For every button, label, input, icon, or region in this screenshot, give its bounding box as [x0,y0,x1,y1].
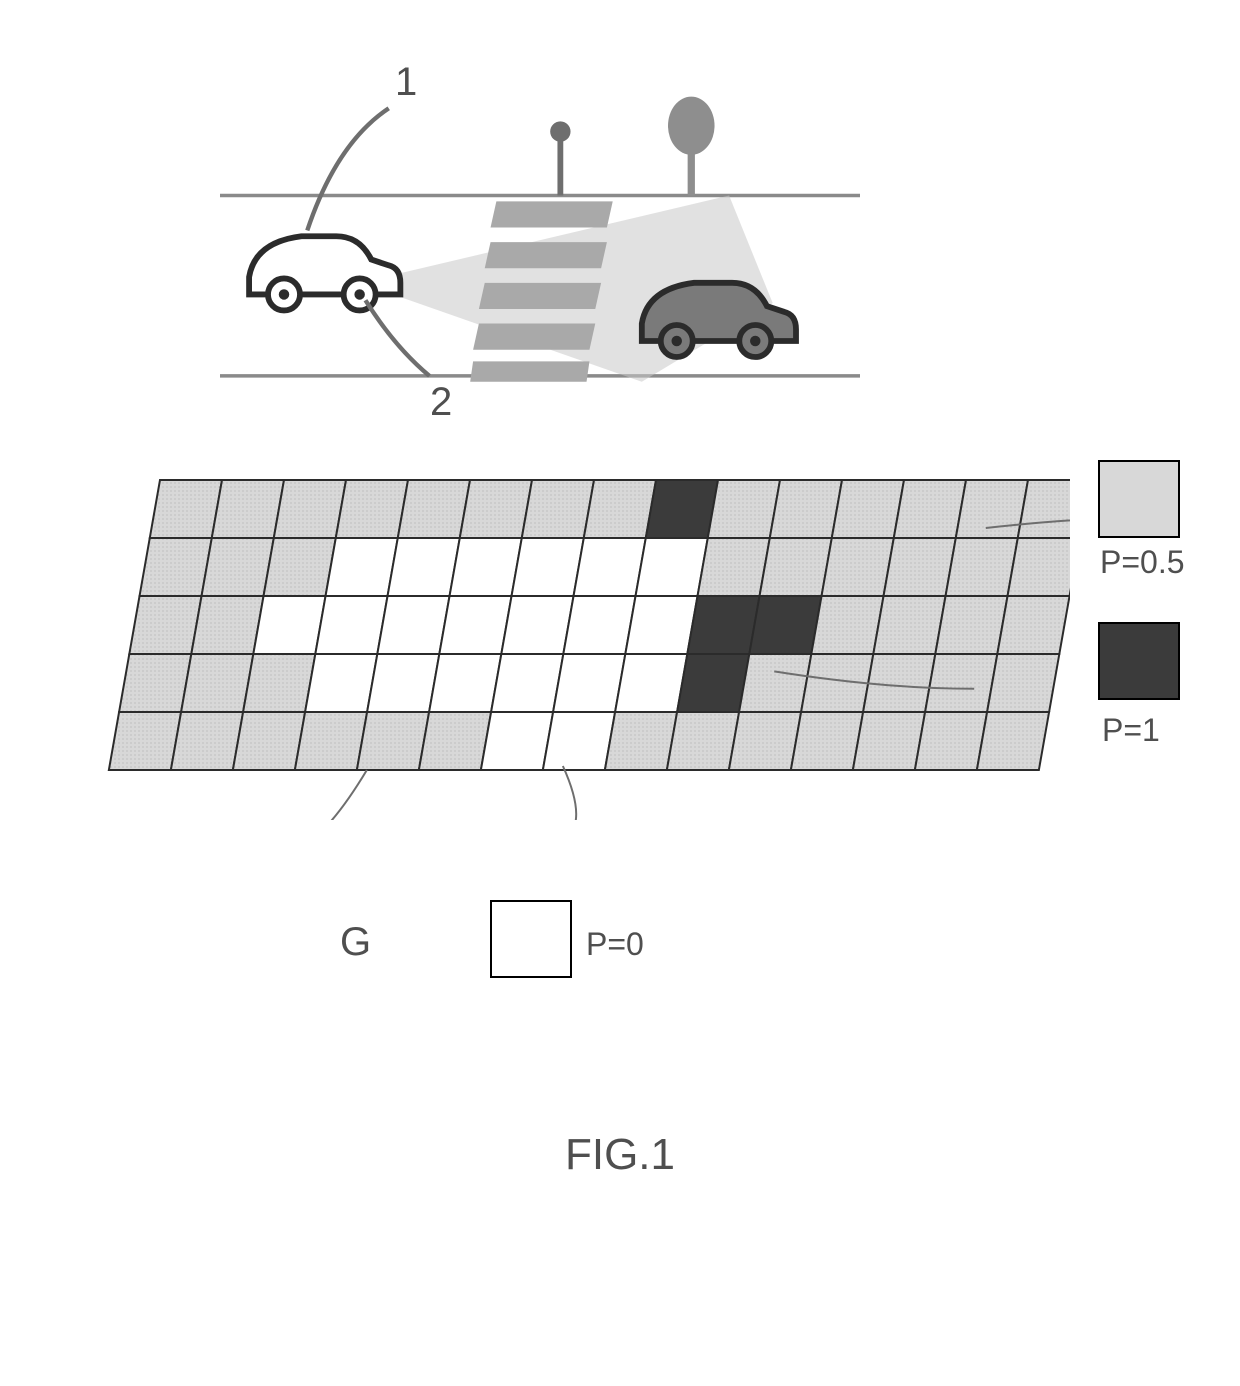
grid-cell [274,480,346,538]
grid-cell [708,480,780,538]
grid-cell [243,654,315,712]
grid-cell [625,596,697,654]
grid-cell [326,538,398,596]
grid-cell [760,538,832,596]
grid-cell [212,480,284,538]
grid-cell [915,712,987,770]
grid-cell [605,712,677,770]
legend-label-occupied: P=1 [1102,712,1160,749]
grid-cell [129,596,201,654]
grid-cell [1018,480,1070,538]
grid-cell [150,480,222,538]
grid-cell [109,712,181,770]
grid-cell [811,596,883,654]
grid-cell [615,654,687,712]
other-car [642,283,796,357]
grid-cell [853,712,925,770]
grid-cell [481,712,553,770]
grid-cell [202,538,274,596]
grid-cell [873,596,945,654]
grid-cell [884,538,956,596]
grid-cell [543,712,615,770]
scene-svg [220,80,860,410]
grid-cell [698,538,770,596]
grid-cell [295,712,367,770]
grid-cell [956,480,1028,538]
grid-label: G [340,920,371,965]
grid-cell [822,538,894,596]
grid-cell [1008,538,1070,596]
scene [220,80,860,410]
grid-cell [563,596,635,654]
legend-unknown [1098,460,1180,543]
legend-label-free: P=0 [586,926,644,963]
grid-cell [191,596,263,654]
figure-title: FIG.1 [0,1130,1240,1180]
grid-cell [512,538,584,596]
occupancy-grid [70,470,1070,820]
grid-cell [770,480,842,538]
grid-cell [646,480,718,538]
legend-swatch-unknown [1098,460,1180,538]
grid-cell [388,538,460,596]
grid-cell [171,712,243,770]
sign-post [550,121,570,195]
grid-cell [491,654,563,712]
legend-free [490,900,572,983]
callout-car: 1 [395,60,417,105]
grid-cell [574,538,646,596]
grid-svg [70,470,1070,820]
grid-cell [749,596,821,654]
grid-cell [460,480,532,538]
grid-cell [264,538,336,596]
tree [668,97,715,196]
grid-cell [667,712,739,770]
grid-cell [977,712,1049,770]
grid-cell [584,480,656,538]
grid-cell [501,596,573,654]
grid-cell [729,712,801,770]
legend-swatch-free [490,900,572,978]
grid-cell [233,712,305,770]
grid-cell [181,654,253,712]
grid-cell [791,712,863,770]
grid-cell [677,654,749,712]
grid-cell [450,538,522,596]
legend-occupied [1098,622,1180,705]
grid-cell [253,596,325,654]
ego-car [249,236,400,310]
grid-cell [687,596,759,654]
grid-cell [935,596,1007,654]
callout-line-1 [307,108,388,230]
grid-cell [429,654,501,712]
grid-cell [140,538,212,596]
grid-cell [636,538,708,596]
grid-cell [522,480,594,538]
legend-swatch-occupied [1098,622,1180,700]
grid-cell [739,654,811,712]
grid-cell [553,654,625,712]
grid-cell [894,480,966,538]
legend-label-unknown: P=0.5 [1100,544,1185,581]
grid-cell [398,480,470,538]
grid-cell [439,596,511,654]
grid-cell [367,654,439,712]
grid-cell [119,654,191,712]
grid-cell [946,538,1018,596]
grid-cell [377,596,449,654]
callout-line-2 [365,300,429,376]
grid-cell [336,480,408,538]
grid-cell [305,654,377,712]
grid-cell [997,596,1069,654]
callout-sensor: 2 [430,380,452,425]
grid-cell [315,596,387,654]
grid-cell [987,654,1059,712]
grid-cell [419,712,491,770]
grid-cell [357,712,429,770]
grid-cell [925,654,997,712]
grid-cell [832,480,904,538]
